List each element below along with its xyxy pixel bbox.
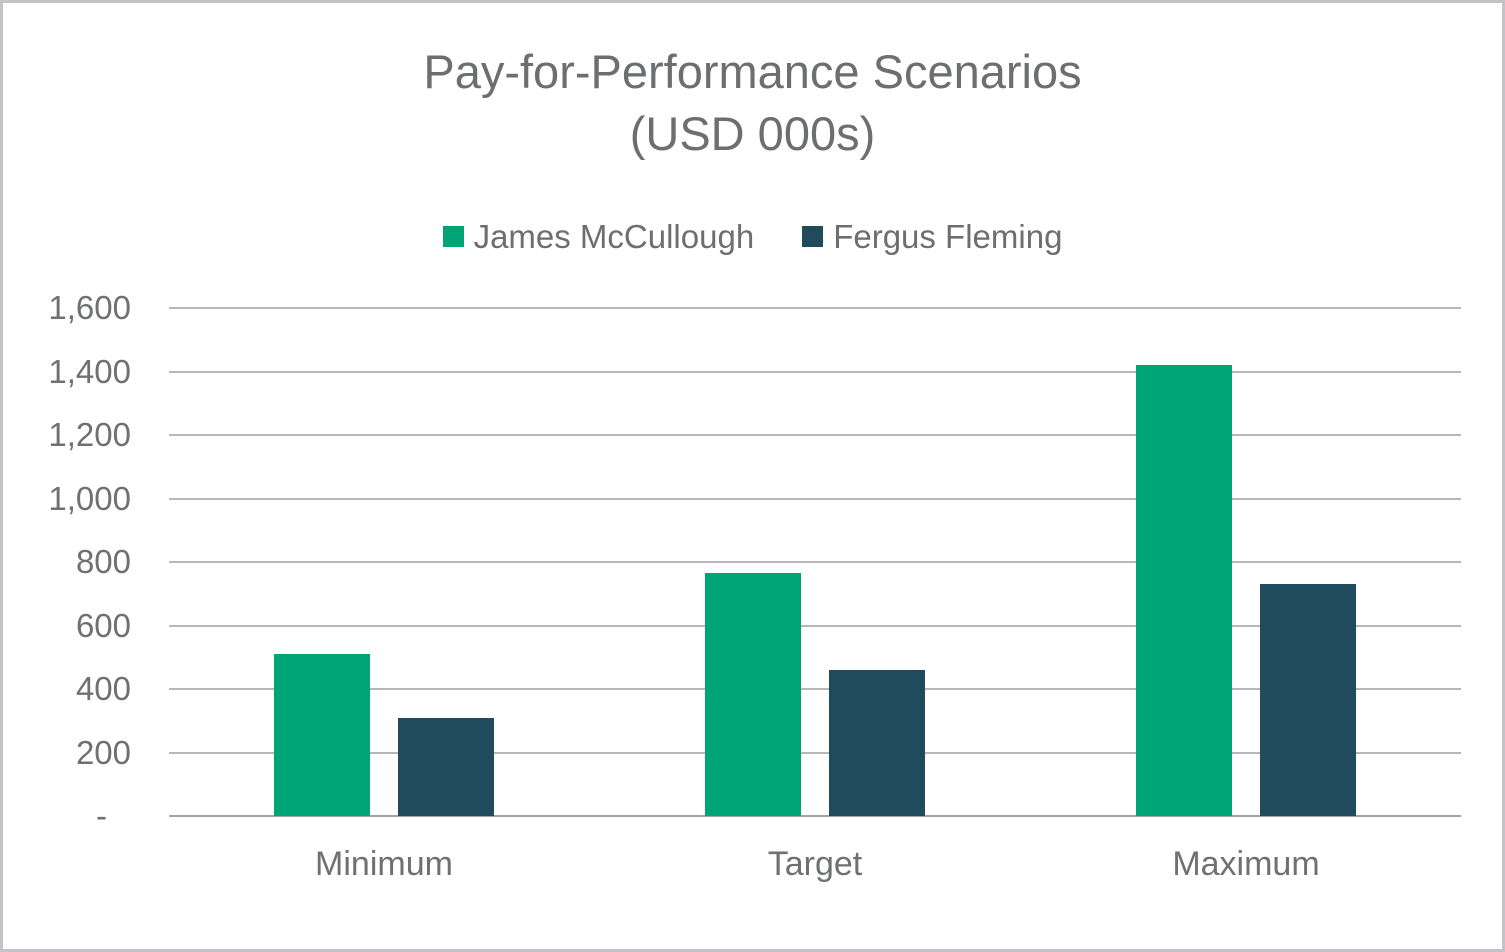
y-axis-tick-label-1600: 1,600 [48, 289, 131, 326]
x-axis-category-label-maximum: Maximum [1172, 845, 1320, 883]
bar-fergus-fleming-minimum [398, 718, 494, 816]
bar-fergus-fleming-target [829, 670, 925, 816]
y-axis-tick-label-1000: 1,000 [48, 480, 131, 517]
gridline-1200 [169, 434, 1461, 436]
legend-swatch-icon-0 [442, 225, 464, 247]
gridline-600 [169, 625, 1461, 627]
chart-subtitle: (USD 000s) [629, 107, 876, 160]
y-axis-tick-label-400: 400 [75, 670, 131, 707]
gridline-1600 [169, 307, 1461, 309]
bar-james-mccullough-maximum [1136, 365, 1232, 816]
plot-area [169, 307, 1461, 817]
y-axis-tick-label-0: - [96, 797, 107, 834]
legend-label-1: Fergus Fleming [833, 217, 1063, 255]
gridline-0 [169, 815, 1461, 817]
legend-label-0: James McCullough [473, 217, 755, 255]
gridline-200 [169, 752, 1461, 754]
x-axis-category-label-minimum: Minimum [315, 845, 453, 883]
bar-fergus-fleming-maximum [1260, 584, 1356, 816]
chart-legend: James McCullough Fergus Fleming [3, 213, 1502, 259]
y-axis-tick-label-800: 800 [75, 543, 131, 580]
chart-title: Pay-for-Performance Scenarios [423, 45, 1082, 98]
y-axis-tick-label-200: 200 [75, 734, 131, 771]
chart-title-block: Pay-for-Performance Scenarios (USD 000s) [3, 41, 1502, 165]
gridline-400 [169, 688, 1461, 690]
y-axis-tick-label-1400: 1,400 [48, 353, 131, 390]
legend-item-1: Fergus Fleming [802, 220, 1062, 253]
bar-james-mccullough-target [705, 573, 801, 816]
gridline-1400 [169, 371, 1461, 373]
legend-item-0: James McCullough [442, 217, 755, 255]
legend-swatch-icon-1 [802, 225, 824, 247]
bar-james-mccullough-minimum [274, 654, 370, 816]
x-axis-category-label-target: Target [767, 845, 863, 883]
gridline-1000 [169, 498, 1461, 500]
y-axis-tick-label-600: 600 [75, 607, 131, 644]
y-axis-tick-label-1200: 1,200 [48, 416, 131, 453]
gridline-800 [169, 561, 1461, 563]
